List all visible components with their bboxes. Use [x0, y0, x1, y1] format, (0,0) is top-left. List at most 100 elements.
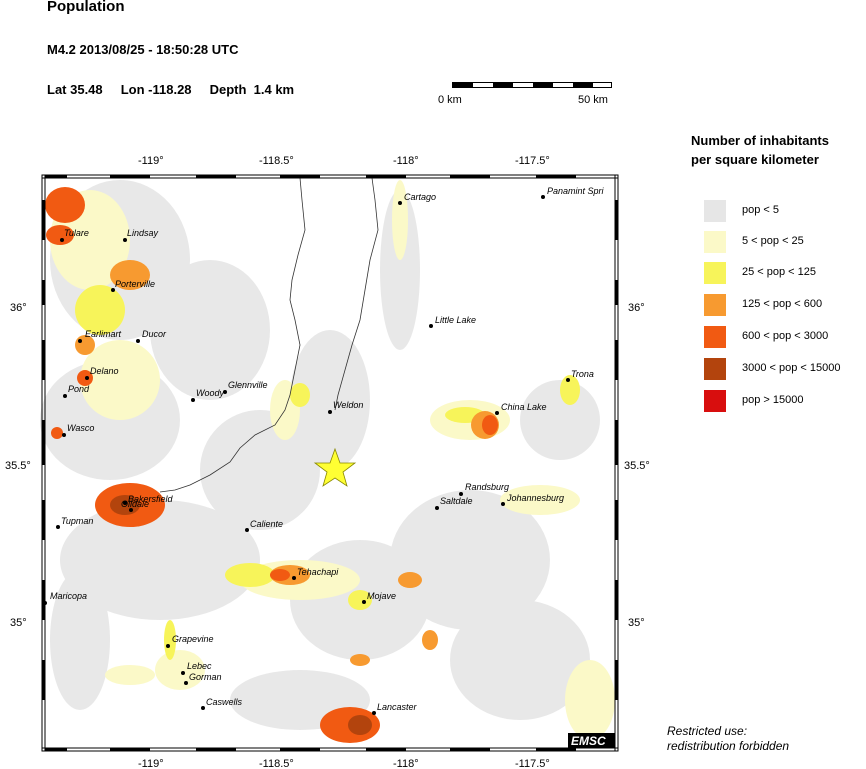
city-cartago: Cartago — [398, 192, 436, 205]
svg-text:Caliente: Caliente — [250, 519, 283, 529]
top-lon-label: -119° — [138, 155, 164, 167]
legend-swatch — [704, 262, 726, 284]
city-wasco: Wasco — [62, 423, 94, 437]
legend-item: 600 < pop < 3000 — [704, 326, 864, 348]
bottom-longitude-labels: -119° -118.5° -118° -117.5° — [138, 758, 550, 769]
city-bakersfield: Bakersfield — [123, 494, 174, 505]
svg-text:Tulare: Tulare — [64, 228, 89, 238]
legend-title-line2: per square kilometer — [691, 152, 819, 167]
city-caliente: Caliente — [245, 519, 283, 532]
city-oildale: Oildale — [121, 499, 149, 512]
legend-item: pop > 15000 — [704, 390, 864, 412]
svg-text:Gorman: Gorman — [189, 672, 222, 682]
city-markers: Tulare Lindsay Porterville Earlimart Duc… — [43, 186, 605, 715]
usage-notice-line1: Restricted use: — [667, 724, 748, 738]
legend-item: 5 < pop < 25 — [704, 231, 864, 253]
legend-swatch — [704, 294, 726, 316]
city-caswells: Caswells — [201, 697, 243, 710]
city-little-lake: Little Lake — [429, 315, 476, 328]
svg-text:Wasco: Wasco — [67, 423, 94, 433]
city-tehachapi: Tehachapi — [292, 567, 339, 580]
right-lat-label: 36° — [628, 302, 645, 314]
city-gorman: Gorman — [184, 672, 222, 685]
city-mojave: Mojave — [362, 591, 396, 604]
latitude-value: Lat 35.48 — [47, 82, 103, 97]
svg-text:Trona: Trona — [571, 369, 594, 379]
svg-text:Tehachapi: Tehachapi — [297, 567, 339, 577]
svg-text:Lebec: Lebec — [187, 661, 212, 671]
svg-text:Weldon: Weldon — [333, 400, 363, 410]
city-trona: Trona — [566, 369, 594, 382]
city-glennville: Glennville — [223, 380, 268, 394]
legend-label: 600 < pop < 3000 — [742, 330, 829, 342]
legend-item: 125 < pop < 600 — [704, 294, 864, 316]
svg-text:Pond: Pond — [68, 384, 90, 394]
city-weldon: Weldon — [328, 400, 363, 414]
legend-title: Number of inhabitants per square kilomet… — [691, 131, 861, 169]
map-title: Population — [47, 0, 125, 15]
city-grapevine: Grapevine — [166, 634, 214, 648]
svg-text:Maricopa: Maricopa — [50, 591, 87, 601]
svg-text:Lancaster: Lancaster — [377, 702, 418, 712]
svg-text:Porterville: Porterville — [115, 279, 155, 289]
svg-text:Bakersfield: Bakersfield — [128, 494, 174, 504]
city-tupman: Tupman — [56, 516, 93, 529]
svg-text:Cartago: Cartago — [404, 192, 436, 202]
top-longitude-labels: -119° -118.5° -118° -117.5° — [138, 155, 550, 167]
svg-text:Tupman: Tupman — [61, 516, 93, 526]
city-maricopa: Maricopa — [43, 591, 87, 605]
city-earlimart: Earlimart — [78, 329, 122, 343]
city-johannesburg: Johannesburg — [501, 493, 564, 506]
epicenter-star-icon[interactable] — [313, 447, 357, 487]
bottom-lon-label: -117.5° — [515, 758, 550, 769]
legend-label: 125 < pop < 600 — [742, 298, 823, 310]
legend-swatch — [704, 390, 726, 412]
top-lon-label: -117.5° — [515, 155, 550, 167]
city-woody: Woody — [191, 388, 225, 402]
scale-bar — [452, 82, 612, 90]
city-lancaster: Lancaster — [372, 702, 418, 715]
svg-text:Johannesburg: Johannesburg — [506, 493, 564, 503]
svg-text:Saltdale: Saltdale — [440, 496, 473, 506]
svg-text:Earlimart: Earlimart — [85, 329, 122, 339]
legend-item: 25 < pop < 125 — [704, 262, 864, 284]
legend-label: 3000 < pop < 15000 — [742, 362, 841, 374]
legend-swatch — [704, 200, 726, 222]
city-lindsay: Lindsay — [123, 228, 159, 242]
legend-label: 5 < pop < 25 — [742, 235, 804, 247]
svg-text:Mojave: Mojave — [367, 591, 396, 601]
bottom-lon-label: -118° — [393, 758, 419, 769]
left-lat-label: 35.5° — [5, 460, 31, 472]
city-tulare: Tulare — [60, 228, 89, 242]
left-lat-label: 35° — [10, 617, 27, 629]
top-lon-label: -118.5° — [259, 155, 294, 167]
svg-text:Panamint Spri: Panamint Spri — [547, 186, 605, 196]
legend-label: pop > 15000 — [742, 394, 804, 406]
left-latitude-labels: 36° 35.5° 35° — [5, 302, 31, 629]
city-panamint-springs: Panamint Spri — [541, 186, 605, 199]
legend-item: 3000 < pop < 15000 — [704, 358, 864, 380]
city-porterville: Porterville — [111, 279, 155, 292]
svg-text:Lindsay: Lindsay — [127, 228, 159, 238]
svg-text:Glennville: Glennville — [228, 380, 268, 390]
legend-label: 25 < pop < 125 — [742, 266, 817, 278]
legend-swatch — [704, 231, 726, 253]
city-pond: Pond — [63, 384, 90, 398]
svg-text:Woody: Woody — [196, 388, 225, 398]
city-ducor: Ducor — [136, 329, 167, 343]
svg-text:Oildale: Oildale — [121, 499, 149, 509]
legend-item: pop < 5 — [704, 200, 864, 222]
emsc-badge-label: EMSC — [571, 734, 606, 748]
usage-notice: Restricted use: redistribution forbidden — [667, 724, 789, 754]
svg-text:Ducor: Ducor — [142, 329, 167, 339]
legend-swatch — [704, 326, 726, 348]
event-coordinates: Lat 35.48 Lon -118.28 Depth 1.4 km — [47, 82, 294, 97]
legend-swatch — [704, 358, 726, 380]
right-latitude-labels: 36° 35.5° 35° — [624, 302, 650, 629]
top-lon-label: -118° — [393, 155, 419, 167]
event-info: M4.2 2013/08/25 - 18:50:28 UTC — [47, 42, 239, 57]
city-lebec: Lebec — [181, 661, 212, 675]
county-boundary — [159, 177, 379, 493]
city-delano: Delano — [85, 366, 119, 380]
